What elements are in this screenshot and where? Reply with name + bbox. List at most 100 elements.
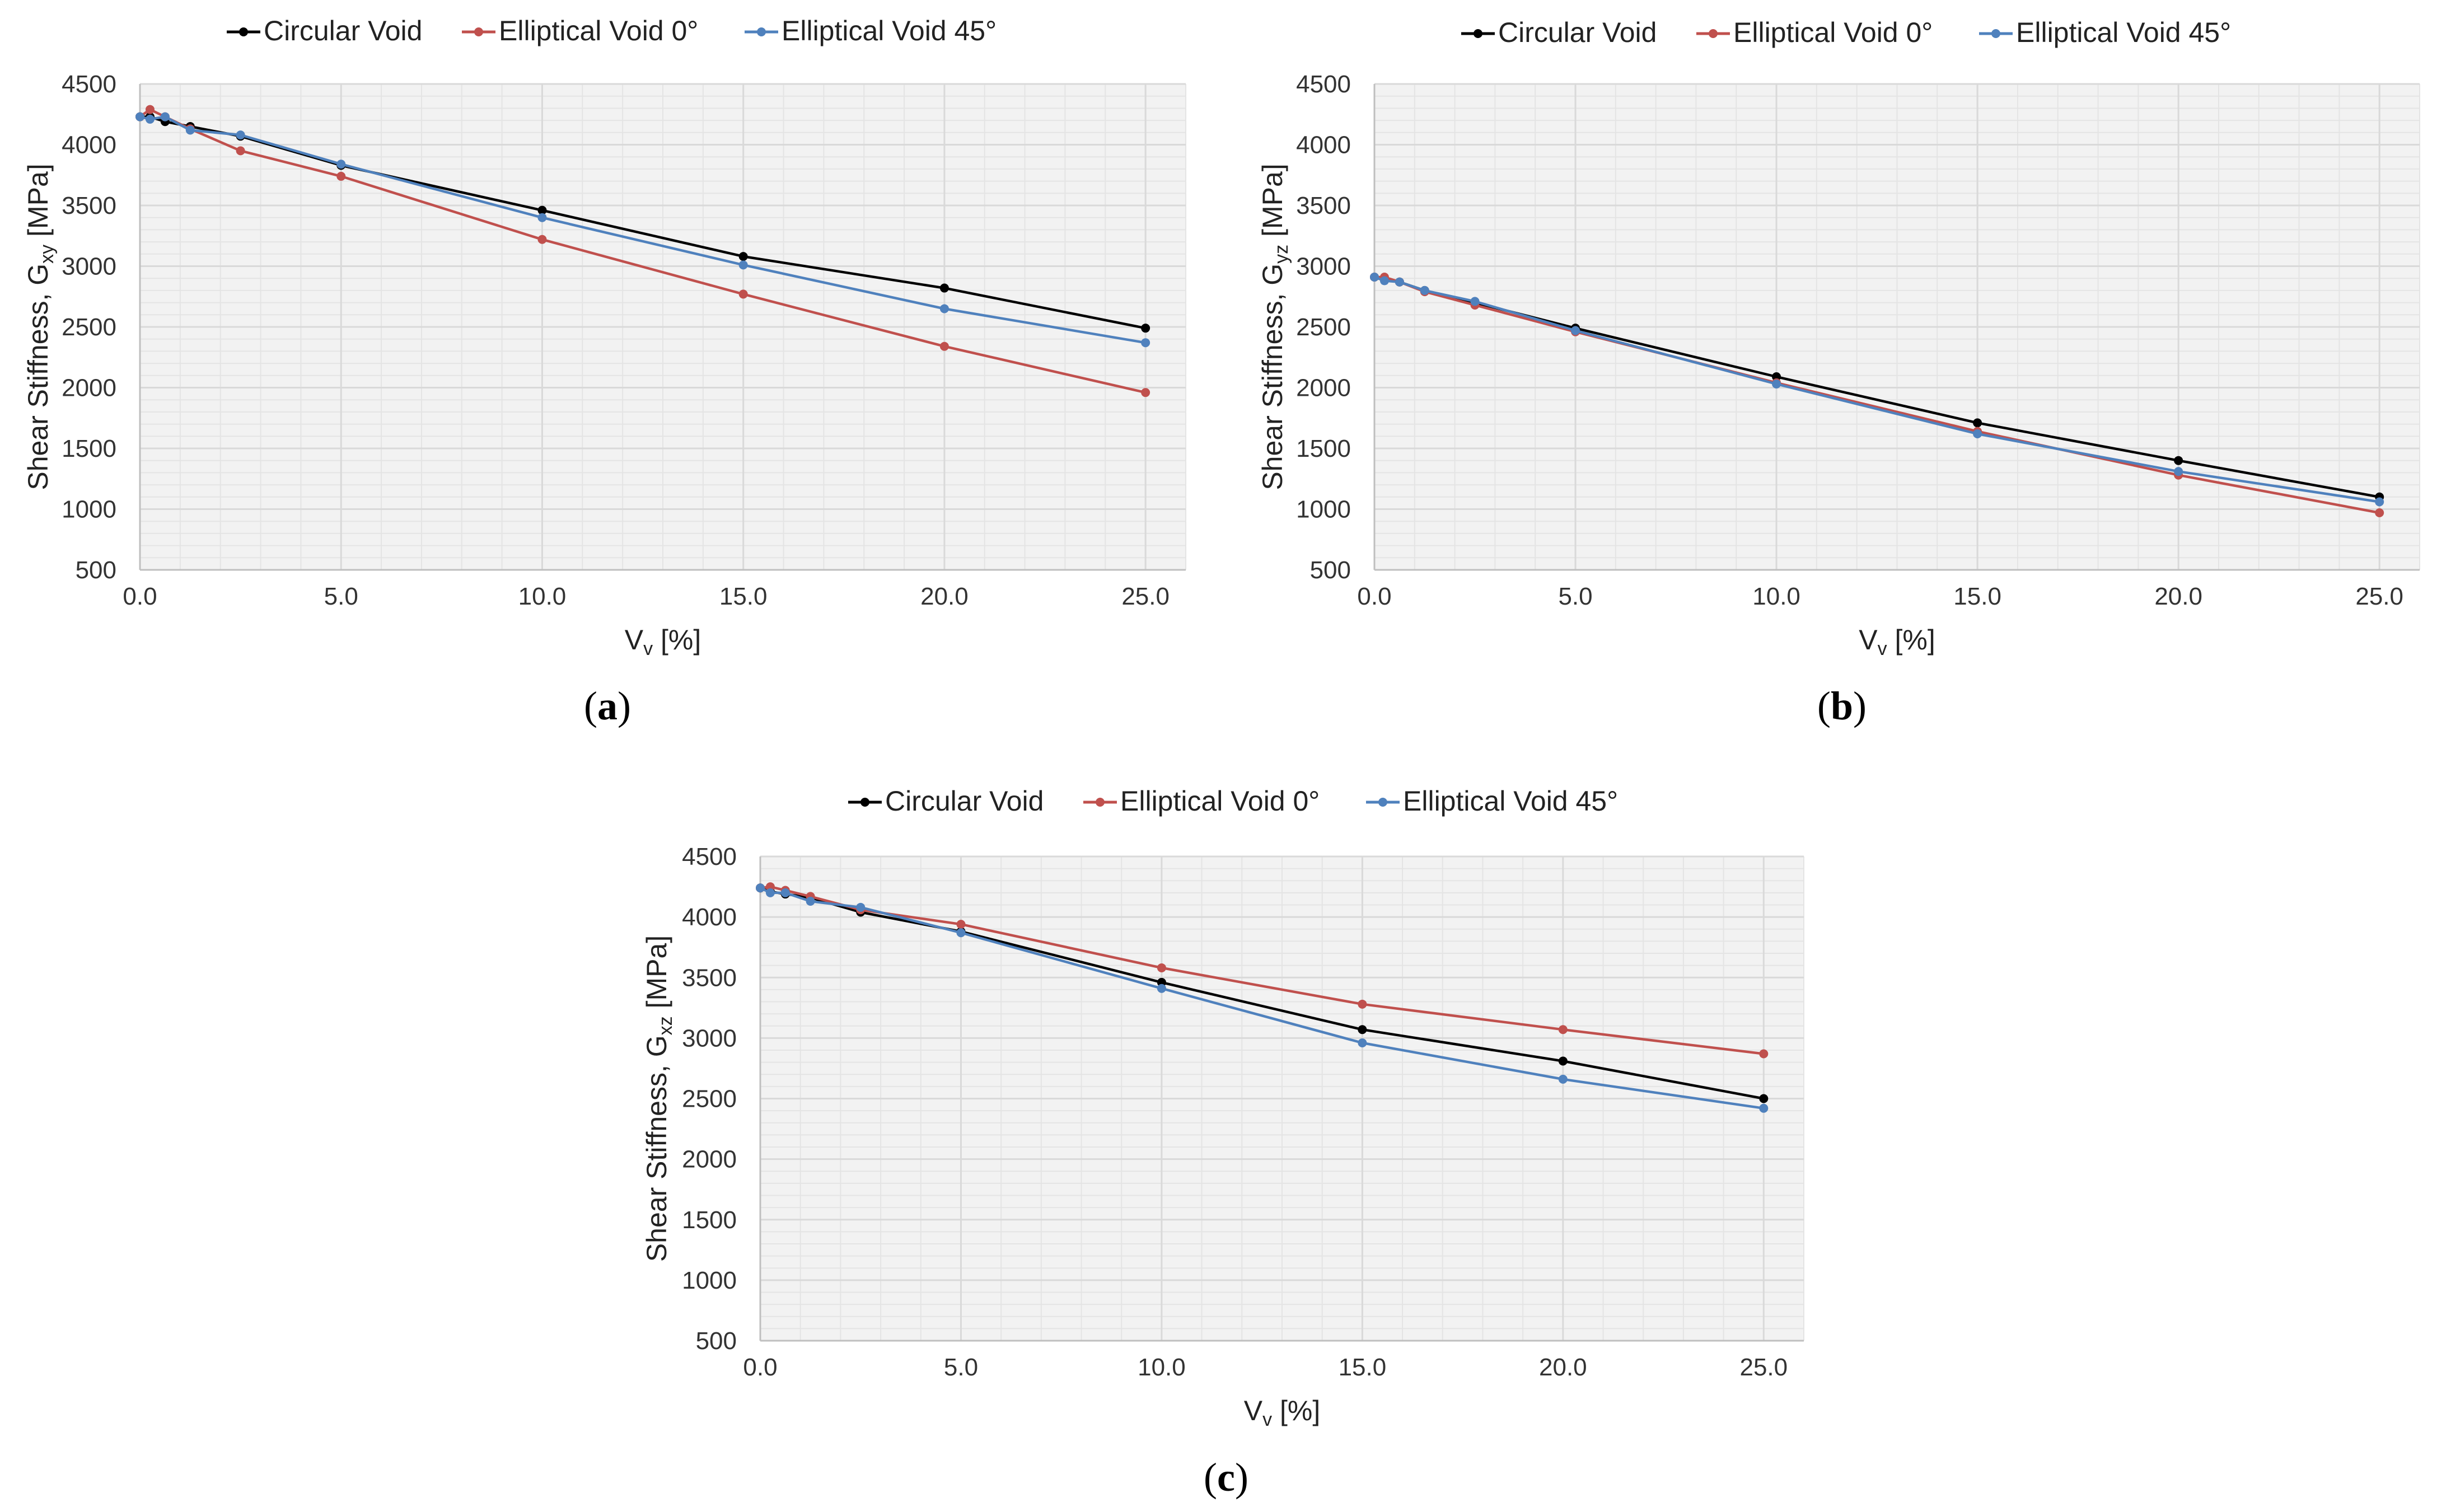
data-point-circular [1141, 324, 1150, 333]
y-axis-title: Shear Stiffness, Gyz [MPa] [1257, 163, 1292, 490]
x-axis-title-unit: [%] [1272, 1395, 1320, 1426]
data-point-elliptical-45 [756, 883, 765, 893]
y-axis-title-subscript: xy [36, 245, 58, 264]
x-axis-title-main: V [1859, 624, 1878, 656]
data-point-elliptical-0 [336, 171, 346, 181]
panel-label-close: ) [1235, 1455, 1248, 1500]
data-point-elliptical-45 [1470, 297, 1480, 306]
data-point-elliptical-45 [956, 928, 966, 938]
legend-swatch-marker [1096, 798, 1105, 807]
y-tick-label: 500 [76, 556, 116, 584]
panel-label-close: ) [618, 684, 631, 728]
y-tick-label: 4500 [1296, 71, 1351, 98]
data-point-elliptical-45 [1420, 285, 1429, 295]
data-point-elliptical-45 [1141, 338, 1150, 348]
data-point-elliptical-0 [2375, 508, 2384, 518]
data-point-elliptical-45 [1772, 379, 1781, 388]
panel-label: (c) [1204, 1455, 1248, 1500]
legend-swatch-marker [757, 27, 766, 36]
panel-label: (b) [1817, 684, 1867, 728]
x-tick-label: 10.0 [1138, 1354, 1186, 1381]
data-point-elliptical-45 [765, 888, 775, 897]
chart-panel-c: 0.0 5.0 10.0 15.0 20.0 25.0 500 1000 1500 2000 250… [641, 785, 1804, 1500]
y-tick-label: 4000 [1296, 132, 1351, 159]
y-axis-title-main: Shear Stiffness, G [1257, 264, 1288, 490]
data-point-elliptical-0 [1759, 1049, 1769, 1059]
legend-label: Elliptical Void 45° [2016, 17, 2231, 48]
x-tick-label: 20.0 [1539, 1354, 1587, 1381]
data-point-elliptical-45 [160, 112, 170, 121]
x-tick-label: 5.0 [324, 583, 358, 610]
x-tick-label: 15.0 [1339, 1354, 1387, 1381]
y-tick-label: 1000 [1296, 496, 1351, 523]
legend-label: Circular Void [885, 785, 1044, 817]
data-point-elliptical-0 [1157, 963, 1166, 972]
legend-label: Elliptical Void 0° [499, 15, 698, 46]
y-tick-label: 4000 [682, 904, 737, 931]
legend-label: Elliptical Void 45° [782, 15, 997, 46]
data-point-circular [1558, 1056, 1568, 1066]
data-point-circular [1973, 418, 1982, 428]
x-tick-label: 25.0 [2355, 583, 2403, 610]
legend-swatch-marker [1709, 29, 1718, 38]
x-tick-label: 10.0 [1752, 583, 1800, 610]
data-point-elliptical-0 [939, 341, 949, 351]
panel-label-close: ) [1853, 684, 1867, 728]
y-axis-title-subscript: yz [1271, 245, 1292, 264]
legend-label: Elliptical Void 0° [1120, 785, 1320, 817]
data-point-elliptical-45 [1395, 277, 1404, 287]
y-axis-title-main: Shear Stiffness, G [22, 264, 54, 490]
legend-swatch-marker [860, 798, 869, 807]
x-tick-label: 5.0 [944, 1354, 978, 1381]
x-axis-title-unit: [%] [1887, 624, 1935, 656]
data-point-circular [738, 252, 748, 261]
series-line-elliptical-45 [1374, 275, 2380, 503]
panel-label-letter: c [1217, 1455, 1235, 1500]
data-point-circular [2174, 456, 2183, 465]
data-point-elliptical-45 [236, 130, 245, 140]
y-axis-title-subscript: xz [655, 1016, 676, 1035]
y-axis-title: Shear Stiffness, Gxy [MPa] [22, 163, 58, 490]
x-axis-title-subscript: v [643, 638, 653, 659]
data-point-elliptical-45 [1157, 984, 1166, 993]
series-line-elliptical-45 [760, 887, 1764, 1110]
y-tick-label: 2000 [1296, 375, 1351, 402]
series-line-elliptical-45 [139, 115, 1146, 344]
legend-swatch-marker [1474, 29, 1482, 38]
x-axis-title-main: V [625, 624, 644, 656]
data-point-elliptical-45 [1571, 326, 1580, 335]
data-point-elliptical-0 [236, 146, 245, 156]
data-point-elliptical-45 [780, 888, 790, 897]
data-point-circular [537, 205, 547, 215]
x-axis-title: Vv [%] [1859, 624, 1935, 659]
y-axis-title-unit: [MPa] [641, 935, 672, 1016]
legend-label: Circular Void [264, 15, 422, 46]
data-point-elliptical-45 [939, 304, 949, 313]
data-point-elliptical-45 [1759, 1103, 1769, 1113]
y-tick-label: 3500 [682, 964, 737, 991]
x-tick-label: 20.0 [920, 583, 969, 610]
y-tick-label: 1500 [62, 435, 116, 462]
y-tick-label: 3000 [682, 1024, 737, 1052]
y-tick-label: 3500 [1296, 192, 1351, 219]
data-point-elliptical-45 [185, 125, 195, 135]
data-point-elliptical-45 [1379, 276, 1389, 285]
data-point-elliptical-45 [145, 114, 155, 124]
data-point-elliptical-45 [856, 902, 866, 912]
y-axis-title-main: Shear Stiffness, G [641, 1035, 672, 1262]
x-tick-label: 0.0 [1357, 583, 1391, 610]
y-tick-label: 4500 [682, 843, 737, 870]
data-point-elliptical-0 [1141, 388, 1150, 397]
y-tick-label: 4500 [62, 71, 116, 98]
y-tick-label: 2000 [682, 1146, 737, 1173]
x-tick-label: 25.0 [1121, 583, 1170, 610]
y-tick-label: 3000 [62, 253, 116, 280]
data-point-elliptical-0 [537, 235, 547, 244]
legend-label: Elliptical Void 0° [1733, 17, 1933, 48]
x-tick-label: 25.0 [1739, 1354, 1788, 1381]
data-point-elliptical-45 [537, 213, 547, 222]
panel-label-letter: b [1831, 684, 1853, 728]
x-axis-title: Vv [%] [1244, 1395, 1321, 1430]
legend-swatch-marker [1378, 798, 1387, 807]
data-point-elliptical-45 [2174, 467, 2183, 476]
